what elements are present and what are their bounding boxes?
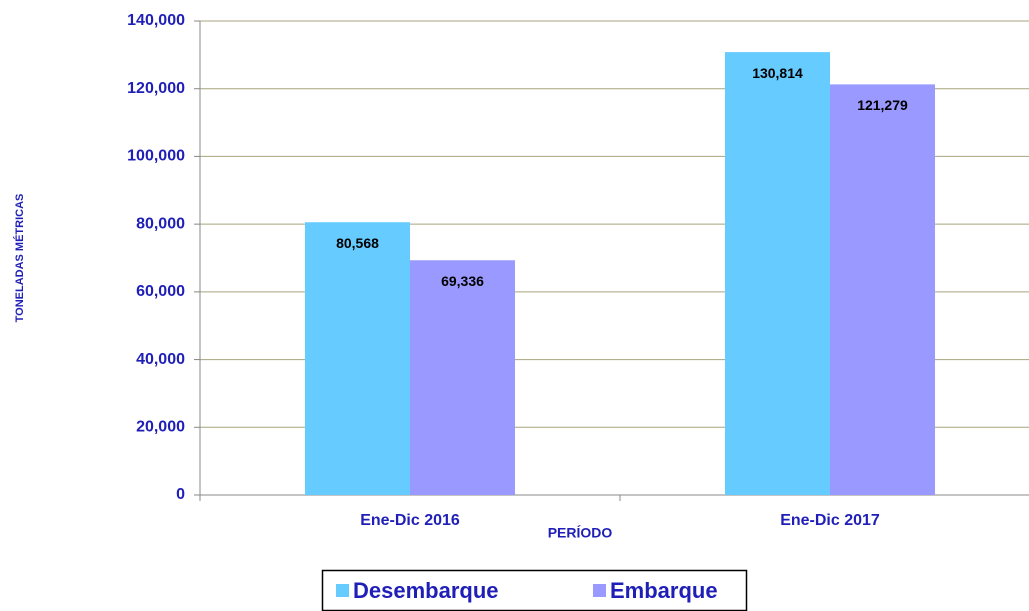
data-label: 121,279 (857, 97, 908, 113)
legend-box (321, 569, 748, 611)
data-label: 69,336 (441, 273, 484, 289)
bar (305, 222, 410, 495)
legend-swatch (593, 584, 606, 597)
x-tick-label: Ene-Dic 2016 (360, 512, 460, 529)
legend-label: Desembarque (353, 578, 499, 603)
x-tick-label: Ene-Dic 2017 (780, 512, 880, 529)
y-tick-label: 140,000 (127, 12, 185, 29)
y-axis-label: TONELADAS MÉTRICAS (13, 194, 26, 323)
y-tick-label: 0 (176, 486, 185, 503)
legend-swatch (336, 584, 349, 597)
y-tick-label: 20,000 (136, 419, 185, 436)
data-label: 130,814 (752, 65, 803, 81)
y-tick-label: 120,000 (127, 80, 185, 97)
data-label: 80,568 (336, 235, 379, 251)
bar (410, 260, 515, 495)
bar (725, 52, 830, 496)
legend-label: Embarque (610, 578, 718, 603)
y-tick-label: 100,000 (127, 148, 185, 165)
x-axis-label: PERÍODO (548, 525, 613, 541)
bar (830, 84, 935, 495)
y-tick-label: 80,000 (136, 215, 185, 232)
y-tick-label: 40,000 (136, 351, 185, 368)
y-tick-label: 60,000 (136, 283, 185, 300)
